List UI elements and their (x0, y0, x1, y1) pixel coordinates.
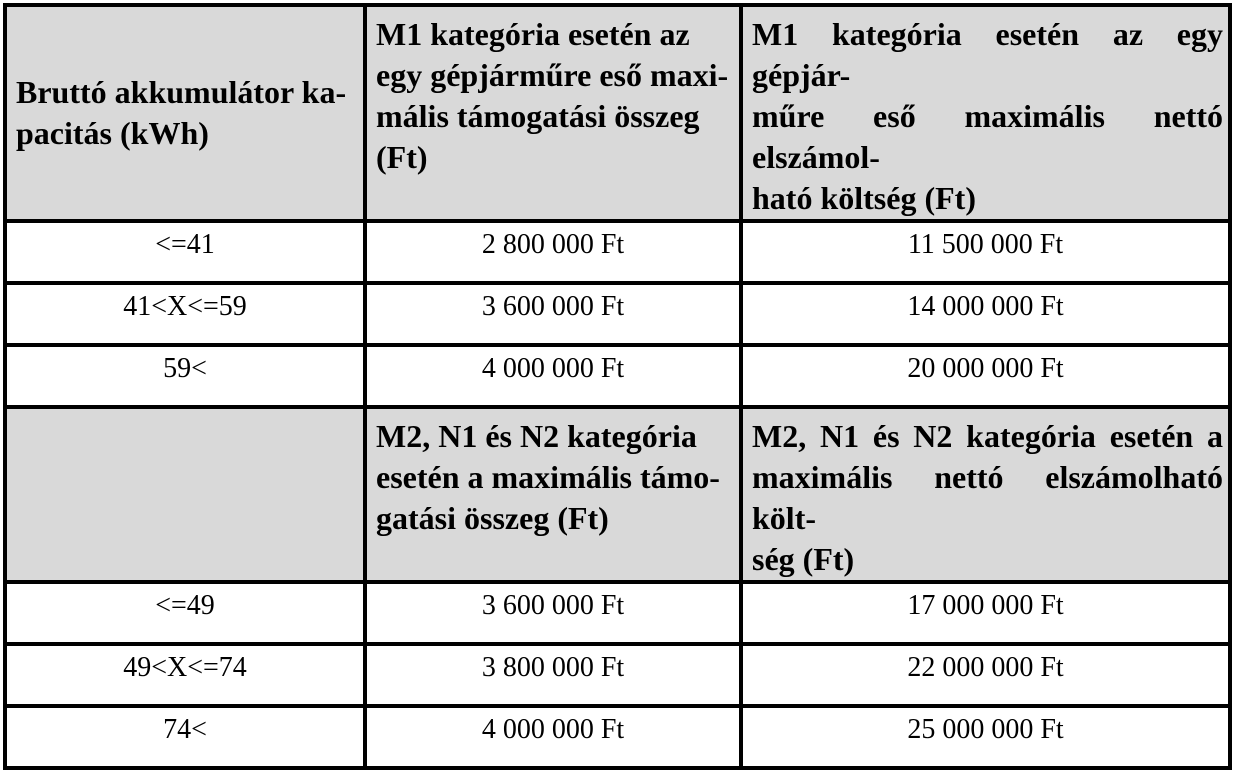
cell-support: 4 000 000 Ft (363, 704, 743, 770)
document-page: { "colors": { "header_background": "#d9d… (3, 3, 1232, 770)
cell-cost: 17 000 000 Ft (739, 580, 1232, 646)
table-row-m2-2: 49<X<=74 3 800 000 Ft 22 000 000 Ft (3, 642, 1232, 708)
header-line: esetén a maximális támo- (376, 459, 720, 495)
cell-capacity: 74< (3, 704, 367, 770)
header-line: ség (Ft) (752, 541, 855, 577)
cell-capacity: <=41 (3, 219, 367, 285)
header-line: pacitás (kWh) (16, 115, 209, 151)
cell-cost: 14 000 000 Ft (739, 281, 1232, 347)
table-row-m1-3: 59< 4 000 000 Ft 20 000 000 Ft (3, 343, 1232, 409)
cell-cost: 22 000 000 Ft (739, 642, 1232, 708)
cell-support: 3 600 000 Ft (363, 281, 743, 347)
table-row-m2-1: <=49 3 600 000 Ft 17 000 000 Ft (3, 580, 1232, 646)
header-line: Bruttó akkumulátor ka- (16, 74, 347, 110)
header-cell-empty (3, 405, 367, 584)
cell-support: 3 600 000 Ft (363, 580, 743, 646)
header-line: mális támogatási összeg (376, 98, 700, 134)
cell-capacity: 41<X<=59 (3, 281, 367, 347)
cell-capacity: <=49 (3, 580, 367, 646)
ev-subsidy-table: Bruttó akkumulátor ka- pacitás (kWh) M1 … (3, 3, 1232, 770)
cell-cost: 25 000 000 Ft (739, 704, 1232, 770)
header-line: egy gépjárműre eső maxi- (376, 57, 729, 93)
header-line: gatási összeg (Ft) (376, 500, 609, 536)
cell-support: 4 000 000 Ft (363, 343, 743, 409)
cell-cost: 11 500 000 Ft (739, 219, 1232, 285)
cell-cost: 20 000 000 Ft (739, 343, 1232, 409)
header-line: ható költség (Ft) (752, 180, 976, 216)
table-row-m1-2: 41<X<=59 3 600 000 Ft 14 000 000 Ft (3, 281, 1232, 347)
header-cell-m1-max-net-cost: M1 kategória esetén az egy gépjár- műre … (739, 3, 1232, 223)
cell-capacity: 59< (3, 343, 367, 409)
table-row-m1-1: <=41 2 800 000 Ft 11 500 000 Ft (3, 219, 1232, 285)
header-cell-m1-max-support: M1 kategória esetén az egy gépjárműre es… (363, 3, 743, 223)
m1-header-row: Bruttó akkumulátor ka- pacitás (kWh) M1 … (3, 3, 1232, 223)
header-line: M2, N1 és N2 kategória esetén a (752, 418, 1223, 454)
header-line: M1 kategória esetén az (376, 16, 690, 52)
header-line: M2, N1 és N2 kategória (376, 418, 697, 454)
header-line: maximális nettó elszámolható költ- (752, 459, 1223, 536)
header-cell-m2-max-support: M2, N1 és N2 kategória esetén a maximáli… (363, 405, 743, 584)
cell-capacity: 49<X<=74 (3, 642, 367, 708)
cell-support: 3 800 000 Ft (363, 642, 743, 708)
table-row-m2-3: 74< 4 000 000 Ft 25 000 000 Ft (3, 704, 1232, 770)
cell-support: 2 800 000 Ft (363, 219, 743, 285)
header-line: műre eső maximális nettó elszámol- (752, 98, 1223, 175)
header-line: M1 kategória esetén az egy gépjár- (752, 16, 1223, 93)
m2-header-row: M2, N1 és N2 kategória esetén a maximáli… (3, 405, 1232, 584)
header-line: (Ft) (376, 139, 428, 175)
header-cell-battery-capacity: Bruttó akkumulátor ka- pacitás (kWh) (3, 3, 367, 223)
header-cell-m2-max-net-cost: M2, N1 és N2 kategória esetén a maximáli… (739, 405, 1232, 584)
